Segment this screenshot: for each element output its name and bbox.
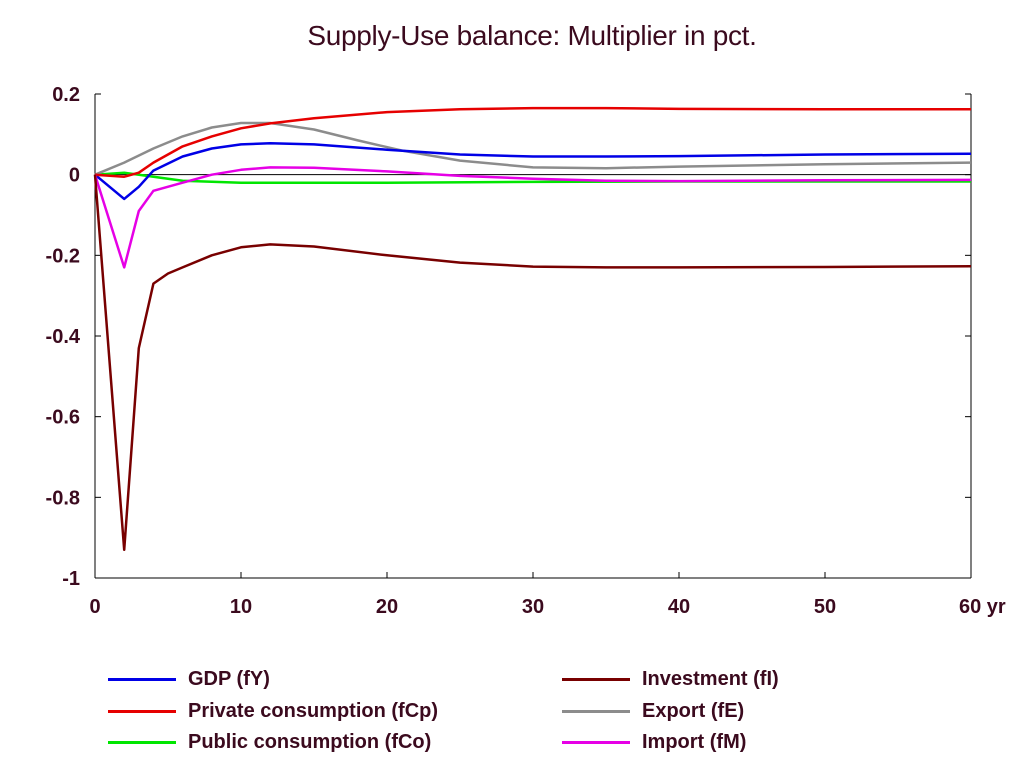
x-tick-label: 10 xyxy=(230,596,252,618)
tick-labels: 0.2 0 -0.2 -0.4 -0.6 -0.8 -1 0 10 20 30 40 50 60 yr xyxy=(46,84,1006,618)
x-tick-label: 60 yr xyxy=(959,596,1006,618)
x-tick-label: 30 xyxy=(522,596,544,618)
series-line-import-fm xyxy=(93,166,972,269)
y-tick-label: -0.8 xyxy=(46,487,80,509)
series-line-private-consumption-fcp xyxy=(94,106,971,178)
x-tick-label: 50 xyxy=(814,596,836,618)
series-line-export-fe xyxy=(94,121,972,176)
x-tick-label: 0 xyxy=(89,596,100,618)
series-layer xyxy=(93,106,972,552)
chart-title: Supply-Use balance: Multiplier in pct. xyxy=(307,20,757,51)
x-tick-label: 40 xyxy=(668,596,690,618)
y-tick-label: 0 xyxy=(69,165,80,187)
series-line-investment-fi xyxy=(93,174,972,552)
x-tick-label: 20 xyxy=(376,596,398,618)
y-tick-label: -0.2 xyxy=(46,245,80,267)
series-line-gdp-fy xyxy=(94,141,972,201)
y-tick-label: -0.6 xyxy=(46,407,80,429)
y-tick-label: -0.4 xyxy=(46,326,81,348)
y-tick-label: 0.2 xyxy=(52,84,80,106)
y-tick-label: -1 xyxy=(62,568,80,590)
